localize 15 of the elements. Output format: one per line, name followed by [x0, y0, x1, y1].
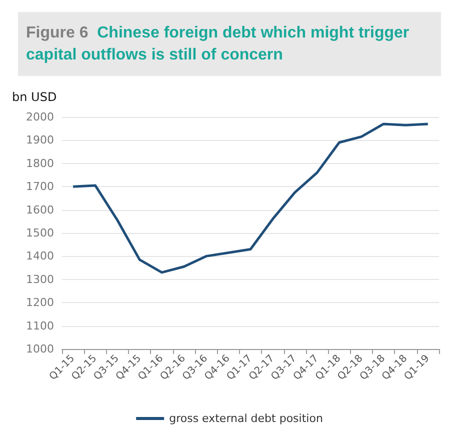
- y-tick-label: 1800: [26, 156, 54, 170]
- y-tick-label: 1300: [26, 272, 54, 286]
- y-tick-label: 1600: [26, 203, 54, 216]
- y-tick-label: 1000: [26, 342, 54, 356]
- legend-label: gross external debt position: [169, 412, 323, 425]
- y-tick-label: 1400: [26, 250, 54, 263]
- y-tick-label: 1100: [26, 319, 54, 332]
- y-tick-label: 1900: [26, 134, 54, 147]
- line-series: [72, 122, 430, 274]
- chart-title: Figure 6 Chinese foreign debt which might trigger capital outflows is still of concern: [26, 24, 414, 64]
- y-tick-label: 2000: [26, 110, 54, 124]
- y-tick-label: 1200: [26, 296, 54, 310]
- y-tick-label: 1500: [26, 226, 54, 240]
- y-tick-label: 1700: [26, 180, 54, 194]
- y-axis-title: bn USD: [12, 90, 57, 104]
